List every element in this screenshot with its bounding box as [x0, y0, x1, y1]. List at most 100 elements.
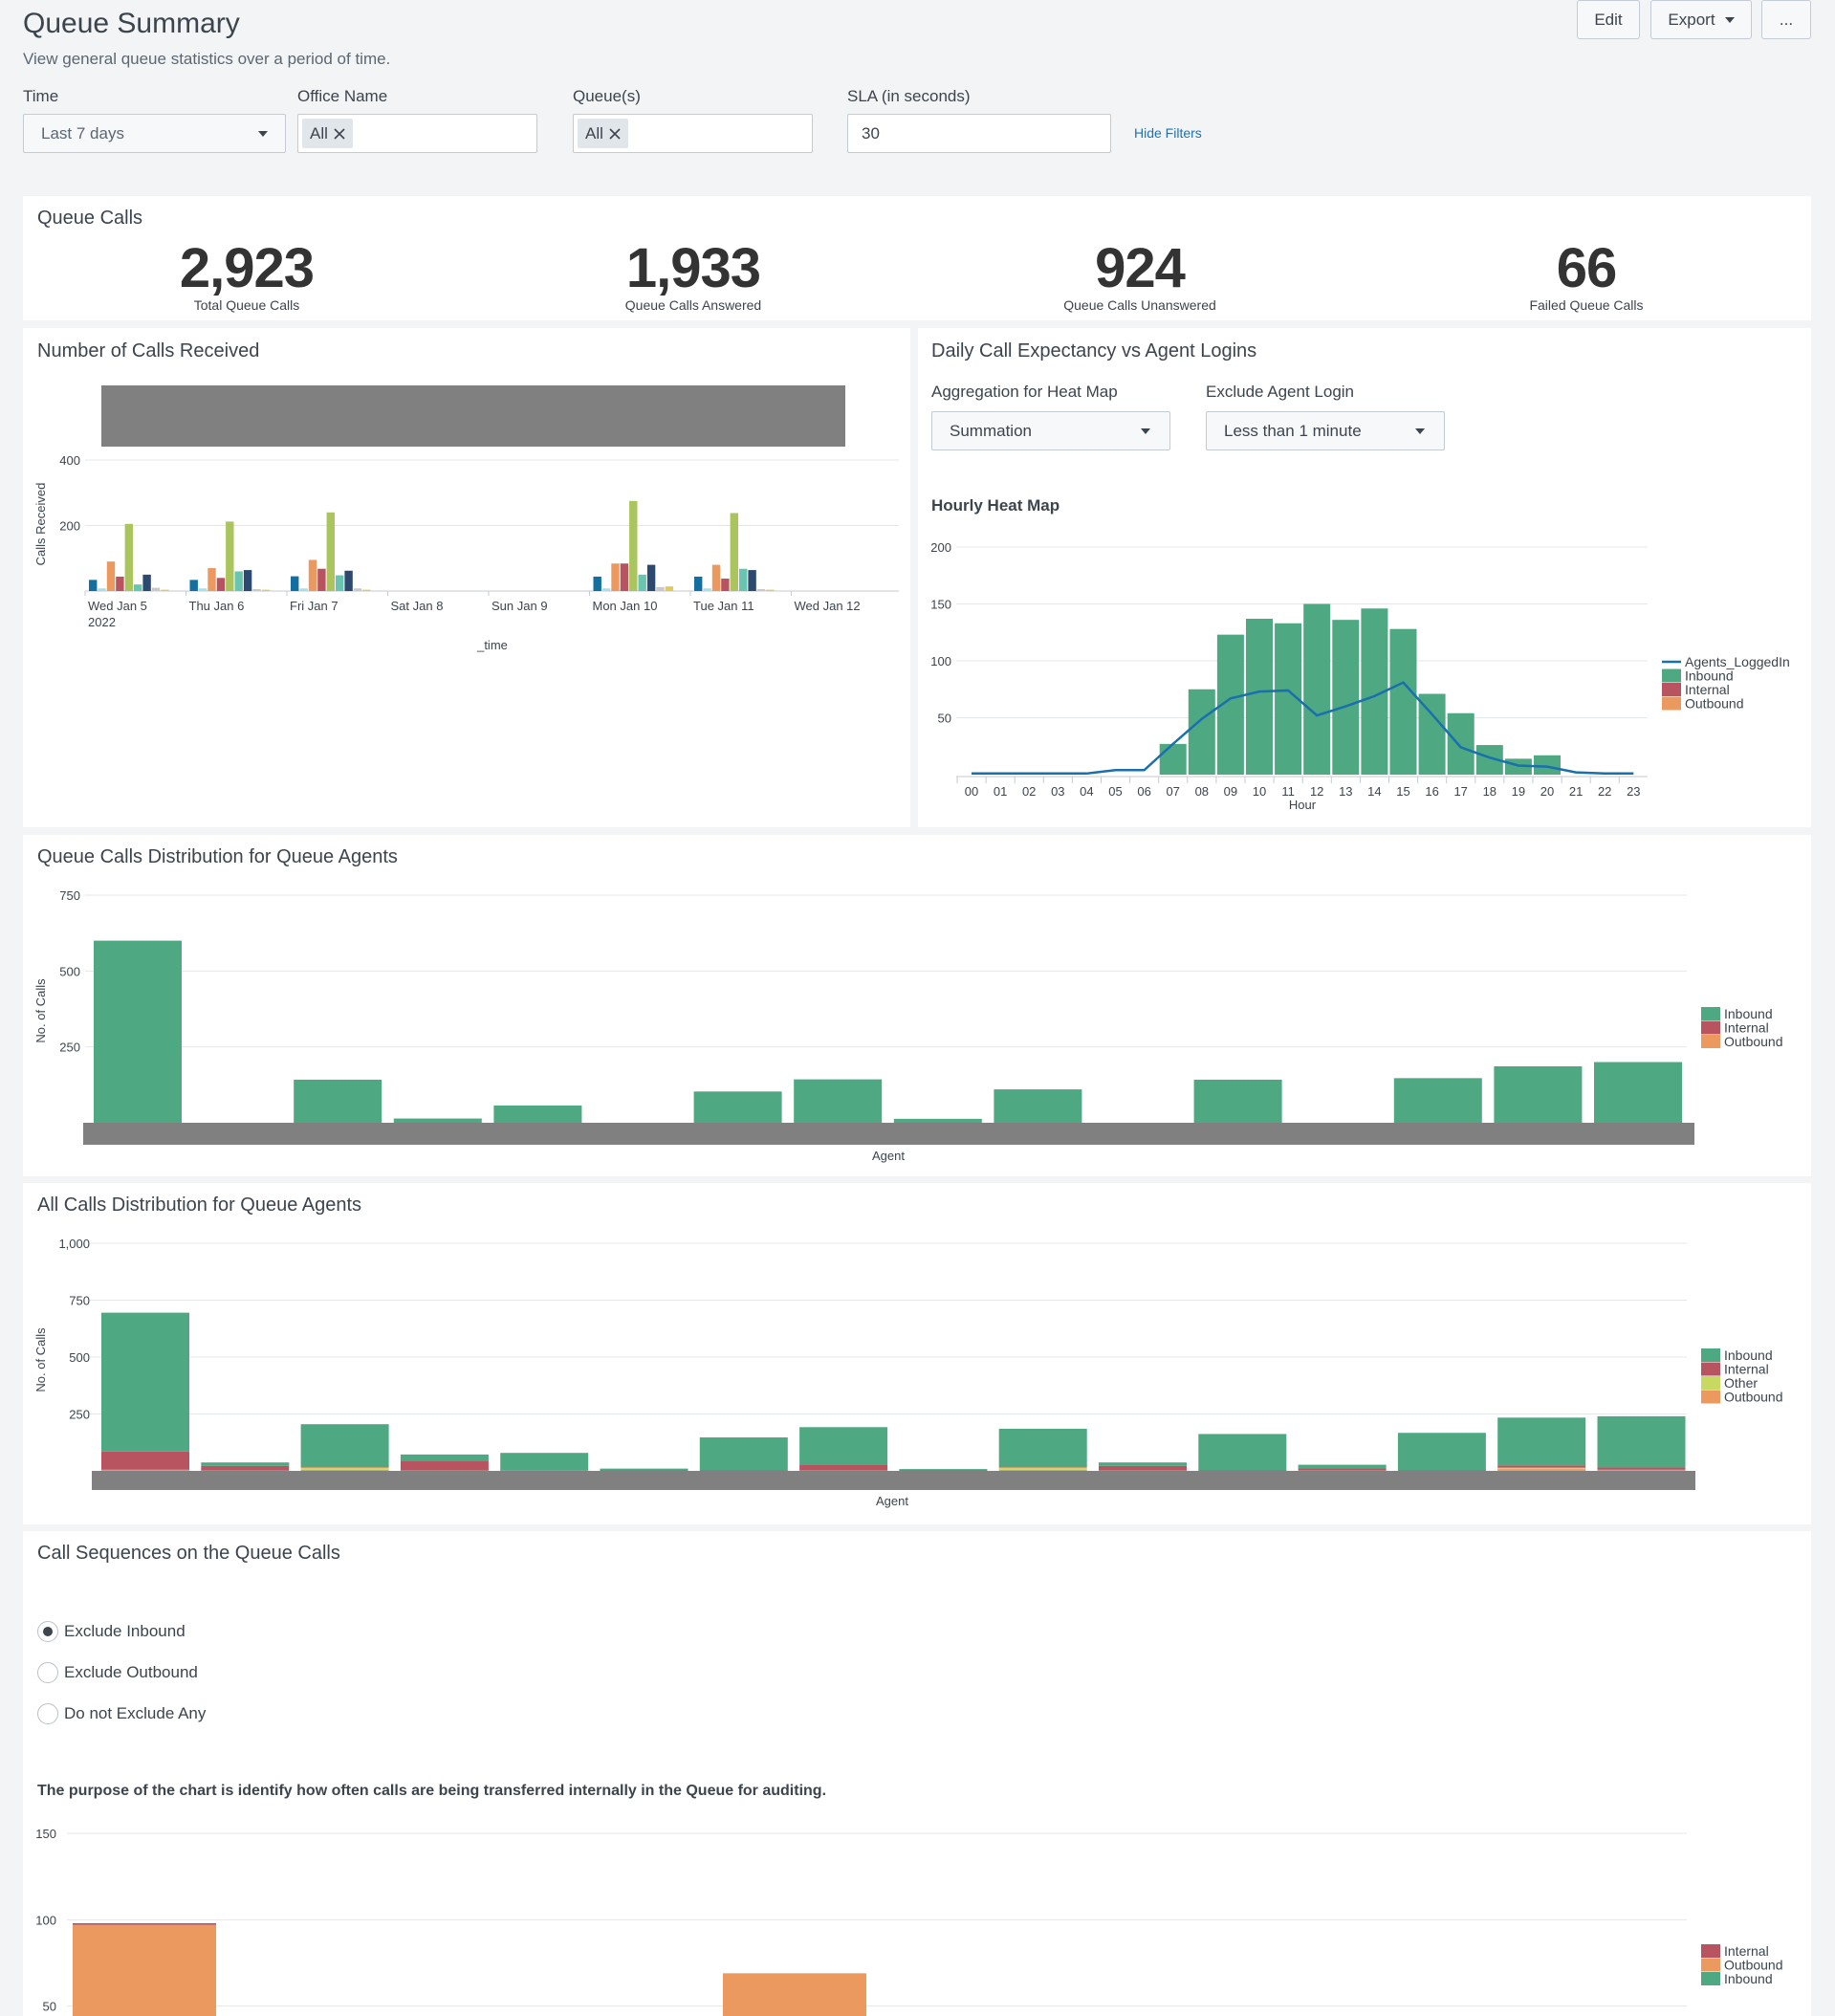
- bar-segment: [600, 1468, 688, 1471]
- x-tick-label: 13: [1339, 784, 1352, 799]
- y-axis-title: No. of Calls: [33, 978, 48, 1043]
- queue-distribution-chart: 250 500 750 Agent No. of Calls InboundInterna…: [33, 888, 1783, 1163]
- radio-label: Exclude Outbound: [64, 1663, 198, 1681]
- bar-segment: [1298, 1464, 1387, 1469]
- x-tick-label: 05: [1108, 784, 1122, 799]
- x-tick-label: 09: [1224, 784, 1237, 799]
- bar: [656, 586, 665, 591]
- x-tick-label: 01: [994, 784, 1007, 799]
- bar: [299, 588, 308, 591]
- kpi-failed-value: 66: [1556, 237, 1618, 299]
- close-icon[interactable]: [609, 127, 621, 140]
- office-tag[interactable]: All: [302, 119, 353, 148]
- bar: [198, 588, 208, 591]
- y-tick-label: 200: [930, 540, 951, 555]
- bar: [261, 589, 271, 591]
- bar-segment: [94, 940, 182, 1123]
- legend-swatch: [1701, 1348, 1720, 1362]
- bar-segment: [300, 1467, 389, 1470]
- bar-segment: [393, 1118, 482, 1123]
- y-tick-label: 50: [43, 2000, 56, 2014]
- queue-calls-title: Queue Calls: [37, 208, 143, 229]
- legend-label: Inbound: [1724, 1006, 1773, 1021]
- bar: [756, 588, 766, 591]
- close-icon[interactable]: [334, 127, 345, 140]
- sla-input[interactable]: [847, 114, 1111, 153]
- bar-segment: [1497, 1467, 1586, 1470]
- bar: [748, 570, 756, 591]
- bar-segment: [1497, 1417, 1586, 1466]
- bar-segment: [493, 1105, 582, 1123]
- bar: [1418, 693, 1446, 775]
- radio-do-not-exclude[interactable]: Do not Exclude Any: [37, 1701, 206, 1726]
- queue-tag-label: All: [585, 123, 603, 142]
- queue-distribution-title: Queue Calls Distribution for Queue Agent…: [37, 846, 398, 867]
- legend-swatch: [1701, 1390, 1720, 1404]
- y-tick-label: 150: [930, 598, 951, 612]
- kpi-answered: 1,933 Queue Calls Answered: [550, 237, 837, 313]
- bar-segment: [400, 1461, 489, 1471]
- bar-segment: [300, 1466, 389, 1468]
- y-tick-label: 100: [35, 1913, 56, 1927]
- bar: [1303, 603, 1331, 775]
- y-tick-label: 1,000: [58, 1237, 90, 1251]
- time-select[interactable]: Last 7 days: [23, 114, 286, 153]
- office-multiselect[interactable]: All: [297, 114, 537, 153]
- sequences-note: The purpose of the chart is identify how…: [37, 1783, 827, 1799]
- kpi-answered-value: 1,933: [625, 237, 761, 299]
- bar-segment: [1494, 1065, 1583, 1123]
- legend-label: Outbound: [1724, 1034, 1783, 1049]
- bar: [243, 570, 252, 591]
- legend-label: Internal: [1685, 682, 1730, 697]
- bar-segment: [994, 1089, 1082, 1123]
- bar-segment: [201, 1465, 290, 1471]
- radio-circle[interactable]: [37, 1703, 58, 1724]
- grey-band: [83, 1123, 1694, 1145]
- legend-label: Inbound: [1724, 1348, 1773, 1363]
- kpi-unanswered-label: Queue Calls Unanswered: [1063, 297, 1216, 313]
- x-tick-label: 16: [1425, 784, 1438, 799]
- calls-received-chart: 200 400 Wed Jan 5 2022 Thu Jan 6 Fri Jan 7 Sat…: [33, 385, 899, 652]
- bar: [216, 578, 226, 591]
- bar: [766, 589, 775, 591]
- more-button[interactable]: ...: [1761, 0, 1811, 39]
- legend-label: Outbound: [1724, 1390, 1783, 1405]
- x-tick-label: 03: [1051, 784, 1064, 799]
- exclude-login-select[interactable]: Less than 1 minute: [1206, 411, 1445, 450]
- legend-swatch: [1662, 683, 1681, 696]
- bar-segment: [998, 1428, 1087, 1467]
- bar: [134, 584, 142, 591]
- bar: [1159, 743, 1187, 775]
- x-tick-label: Tue Jan 11: [693, 599, 754, 613]
- bar-segment: [1393, 1078, 1482, 1123]
- bar-segment: [723, 1973, 866, 2016]
- bar: [142, 574, 151, 591]
- aggregation-value: Summation: [950, 421, 1032, 440]
- radio-exclude-outbound[interactable]: Exclude Outbound: [37, 1660, 206, 1685]
- radio-exclude-inbound[interactable]: Exclude Inbound: [37, 1619, 206, 1644]
- bar: [291, 576, 299, 591]
- x-tick-label: 20: [1540, 784, 1554, 799]
- aggregation-select[interactable]: Summation: [931, 411, 1170, 450]
- radio-circle[interactable]: [37, 1662, 58, 1683]
- bar-segment: [101, 1451, 189, 1470]
- chevron-down-icon: [1724, 16, 1735, 23]
- edit-button[interactable]: Edit: [1577, 0, 1640, 39]
- bar-segment: [201, 1462, 290, 1466]
- page-subtitle: View general queue statistics over a per…: [23, 50, 391, 68]
- bar: [601, 588, 611, 591]
- legend-label: Inbound: [1685, 668, 1734, 684]
- bar: [124, 523, 133, 591]
- radio-circle[interactable]: [37, 1621, 58, 1642]
- export-label: Export: [1668, 10, 1715, 29]
- sequence-radio-group: Exclude Inbound Exclude Outbound Do not …: [37, 1619, 206, 1726]
- export-button[interactable]: Export: [1650, 0, 1752, 39]
- queue-tag[interactable]: All: [578, 119, 628, 148]
- bar-segment: [893, 1118, 982, 1123]
- x-tick-label: 23: [1627, 784, 1640, 799]
- kpi-unanswered: 924 Queue Calls Unanswered: [996, 239, 1283, 313]
- hide-filters-link[interactable]: Hide Filters: [1134, 125, 1202, 141]
- bar: [362, 589, 371, 591]
- queue-multiselect[interactable]: All: [573, 114, 813, 153]
- x-tick-label: Wed Jan 5: [88, 599, 147, 613]
